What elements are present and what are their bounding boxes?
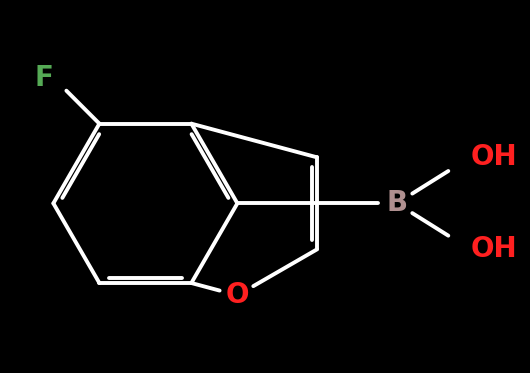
Text: OH: OH xyxy=(470,235,517,263)
Text: OH: OH xyxy=(470,143,517,171)
Text: B: B xyxy=(386,189,407,217)
Text: F: F xyxy=(34,64,54,92)
Text: O: O xyxy=(226,281,249,309)
